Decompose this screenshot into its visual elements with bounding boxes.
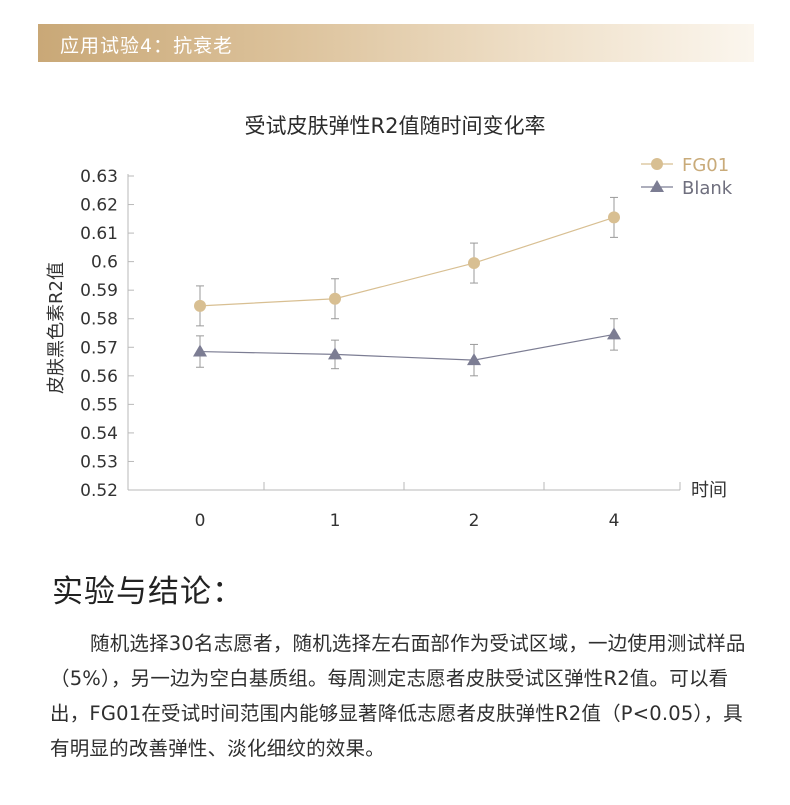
y-tick-label: 0.53 [80,452,118,472]
legend-marker [650,180,664,192]
x-axis-label: 时间 [691,480,727,501]
conclusion-paragraph: 随机选择30名志愿者，随机选择左右面部作为受试区域，一边使用测试样品（5%），另… [50,632,746,760]
banner-title: 应用试验4：抗衰老 [60,35,234,57]
y-tick-label: 0.63 [80,167,118,187]
x-tick-label: 4 [609,511,620,531]
conclusion-heading: 实验与结论： [52,574,244,610]
y-tick-label: 0.58 [80,310,118,330]
y-tick-label: 0.6 [91,253,118,273]
x-tick-label: 0 [195,511,206,531]
y-tick-label: 0.57 [80,338,118,358]
data-point [328,347,342,360]
data-point [468,257,480,270]
legend-label: Blank [682,178,733,199]
data-point [607,327,621,340]
y-tick-label: 0.59 [80,281,118,301]
y-tick-label: 0.61 [80,224,118,244]
data-point [467,353,481,366]
y-tick-label: 0.52 [80,481,118,501]
line-chart: 0.63 0.62 0.61 0.6 0.59 0.58 0.57 0.56 0.55 0.54 0… [46,155,733,531]
series-line [199,216,615,307]
data-point [608,211,620,224]
section-banner: 应用试验4：抗衰老 [38,24,754,62]
y-tick-label: 0.55 [80,395,118,415]
data-point [329,292,341,305]
x-tick-label: 2 [469,511,480,531]
data-point [193,344,207,357]
legend-label: FG01 [682,155,729,176]
x-tick-label: 1 [330,511,341,531]
y-tick-label: 0.56 [80,367,118,387]
legend-marker [651,158,663,170]
y-tick-label: 0.62 [80,196,118,216]
data-point [194,299,206,312]
chart-title: 受试皮肤弹性R2值随时间变化率 [244,114,546,138]
y-axis-label: 皮肤黑色素R2值 [46,262,67,394]
series-line [199,333,615,361]
y-tick-label: 0.54 [80,424,118,444]
